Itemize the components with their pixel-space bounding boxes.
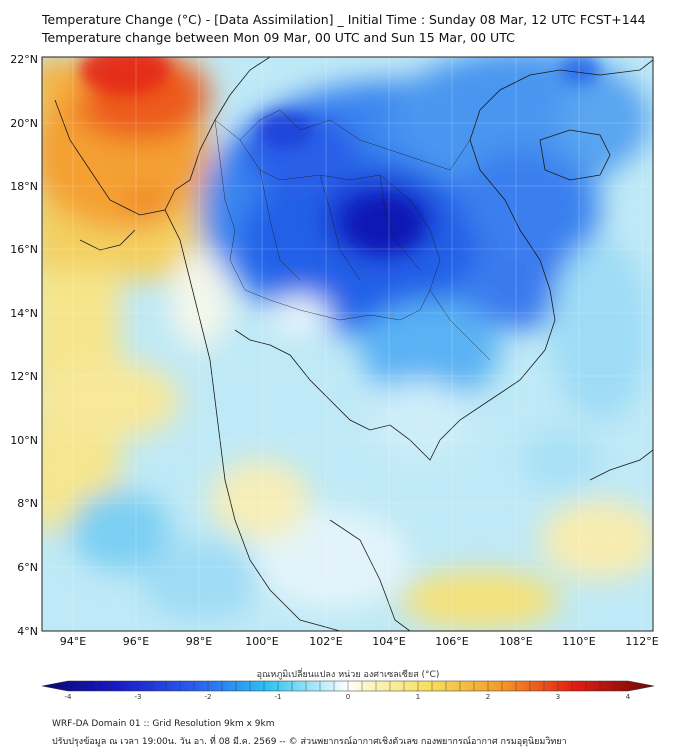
borders — [214, 109, 491, 361]
map-title: Temperature Change (°C) - [Data Assimila… — [42, 12, 646, 27]
colorbar-tick: -4 — [65, 693, 73, 701]
lon-label: 108°E — [499, 635, 532, 648]
lon-label: 98°E — [186, 635, 212, 648]
longitude-axis: 94°E 96°E 98°E 100°E 102°E 104°E 106°E 1… — [60, 635, 659, 648]
lon-label: 104°E — [372, 635, 405, 648]
colorbar-tick: 1 — [416, 693, 420, 701]
lat-label: 18°N — [10, 180, 38, 193]
lat-label: 4°N — [17, 625, 38, 638]
lon-label: 96°E — [123, 635, 149, 648]
graticule — [42, 57, 653, 631]
lon-label: 102°E — [309, 635, 342, 648]
lat-label: 16°N — [10, 243, 38, 256]
lat-label: 14°N — [10, 307, 38, 320]
colorbar-label: อุณหภูมิเปลี่ยนแปลง หน่วย องศาเซลเซียส (… — [257, 667, 440, 680]
map-frame — [41, 56, 654, 632]
colorbar-tick: 2 — [486, 693, 490, 701]
colorbar-tick: -3 — [135, 693, 142, 701]
lat-label: 10°N — [10, 434, 38, 447]
footer-model-info: WRF-DA Domain 01 :: Grid Resolution 9km … — [52, 719, 275, 729]
lat-label: 8°N — [17, 497, 38, 510]
lon-label: 110°E — [562, 635, 595, 648]
coastlines — [54, 57, 653, 631]
lon-label: 100°E — [245, 635, 278, 648]
map-subtitle: Temperature change between Mon 09 Mar, 0… — [42, 30, 515, 45]
colorbar-tick: 4 — [626, 693, 631, 701]
lon-label: 112°E — [625, 635, 658, 648]
colorbar-tick: 0 — [346, 693, 350, 701]
lat-label: 20°N — [10, 117, 38, 130]
colorbar: อุณหภูมิเปลี่ยนแปลง หน่วย องศาเซลเซียส (… — [41, 667, 655, 701]
latitude-axis: 22°N 20°N 18°N 16°N 14°N 12°N 10°N 8°N 6… — [10, 53, 38, 638]
colorbar-tick: -2 — [205, 693, 212, 701]
lat-label: 22°N — [10, 53, 38, 66]
colorbar-tick: -1 — [275, 693, 282, 701]
lon-label: 94°E — [60, 635, 86, 648]
colorbar-tick: 3 — [556, 693, 560, 701]
footer-credit: ปรับปรุงข้อมูล ณ เวลา 19:00น. วัน อา. ที… — [52, 737, 567, 747]
lon-label: 106°E — [435, 635, 468, 648]
lat-label: 6°N — [17, 561, 38, 574]
temperature-field — [42, 57, 653, 631]
lat-label: 12°N — [10, 370, 38, 383]
